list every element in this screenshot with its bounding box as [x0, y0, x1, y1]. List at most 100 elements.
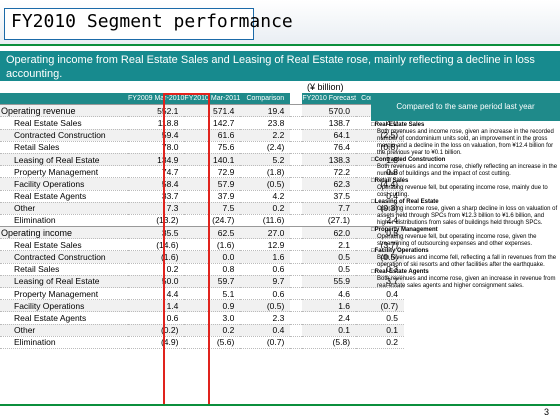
table-row: Other (0.2) 0.2 0.4 0.1 0.1	[0, 324, 405, 337]
note-section: □Contracted Construction Both revenues an…	[371, 157, 558, 178]
value-cell: 35.5	[128, 226, 185, 240]
value-cell: 3.0	[184, 311, 241, 325]
value-cell: (14.6)	[128, 238, 185, 252]
gap-cell	[290, 165, 303, 179]
row-label: Operating revenue	[0, 104, 128, 118]
gap-cell	[290, 287, 303, 301]
value-cell: 0.5	[356, 311, 405, 325]
value-cell: 1.6	[240, 250, 291, 264]
value-cell: 0.5	[302, 263, 357, 276]
value-cell: (5.8)	[302, 336, 357, 349]
note-heading: □Retail Sales	[371, 178, 409, 184]
value-cell: 0.2	[184, 324, 241, 337]
row-label: Leasing of Real Estate	[0, 153, 128, 167]
gap-cell	[290, 214, 303, 228]
col-fy2010: FY2010 Mar-2011	[184, 93, 241, 105]
value-cell: (0.3)	[356, 202, 405, 215]
gap-cell	[290, 177, 303, 191]
value-cell: 138.3	[302, 153, 357, 167]
value-cell: 0.4	[240, 324, 291, 337]
note-text: Operating income rose, given a sharp dec…	[377, 206, 558, 226]
gap-cell	[290, 263, 303, 276]
table-row: Facility Operations 58.4 57.9 (0.5) 62.3 (4.4…	[0, 177, 405, 191]
value-cell: 7.3	[128, 202, 185, 215]
value-cell: 1.6	[302, 299, 357, 313]
value-cell: 0.9	[184, 299, 241, 313]
gap-cell	[290, 336, 303, 349]
row-label: Leasing of Real Estate	[0, 275, 128, 289]
value-cell: (11.6)	[240, 214, 291, 228]
header-blank	[0, 93, 128, 105]
value-cell: 0.2	[240, 202, 291, 215]
value-cell: 571.4	[184, 104, 241, 118]
row-label: Operating income	[0, 226, 128, 240]
note-section: □Real Estate Sales Both revenues and inco…	[371, 122, 558, 157]
value-cell: 0.5	[302, 250, 357, 264]
value-cell: 118.8	[128, 116, 185, 130]
value-cell: (0.2)	[128, 324, 185, 337]
value-cell: (1.6)	[184, 238, 241, 252]
note-text: Both revenues and income rose, chiefly r…	[377, 164, 558, 177]
value-cell: 74.7	[128, 165, 185, 179]
footer-line	[0, 404, 560, 406]
table-row: Operating income 35.5 62.5 27.0 62.0 0.5	[0, 226, 405, 240]
table-header-row: FY2009 Mar-2010 FY2010 Mar-2011 Comparis…	[0, 93, 405, 105]
value-cell: (0.5)	[356, 250, 405, 264]
value-cell: 0.1	[302, 324, 357, 337]
value-cell: 62.5	[184, 226, 241, 240]
value-cell: 0.0	[184, 250, 241, 264]
value-cell: 3.7	[356, 275, 405, 289]
note-text: Operating revenue fell, but operating in…	[377, 185, 548, 198]
gap-cell	[290, 116, 303, 130]
value-cell: (0.8)	[356, 141, 405, 154]
row-label: Contracted Construction	[0, 250, 128, 264]
row-label: Real Estate Sales	[0, 238, 128, 252]
row-label: Real Estate Agents	[0, 190, 128, 203]
value-cell: 27.0	[240, 226, 291, 240]
value-cell: 2.2	[240, 129, 291, 142]
row-label: Real Estate Sales	[0, 116, 128, 130]
note-heading: □Real Estate Sales	[371, 122, 425, 128]
row-label: Property Management	[0, 165, 128, 179]
value-cell: (3.7)	[356, 238, 405, 252]
value-cell: 37.9	[184, 190, 241, 203]
table-row: Retail Sales 0.2 0.8 0.6 0.5 0.3	[0, 263, 405, 276]
value-cell: 57.9	[184, 177, 241, 191]
value-cell: 552.1	[128, 104, 185, 118]
value-cell: 138.7	[302, 116, 357, 130]
table-row: Contracted Construction (1.6) 0.0 1.6 0.5 (0.…	[0, 250, 405, 264]
gap-cell	[290, 250, 303, 264]
value-cell: 9.7	[240, 275, 291, 289]
table-row: Contracted Construction 59.4 61.6 2.2 64.1 (2…	[0, 129, 405, 142]
note-heading: □Contracted Construction	[371, 157, 446, 163]
unit-label: (¥ billion)	[307, 82, 344, 92]
note-heading: □Real Estate Agents	[371, 269, 429, 275]
table-row: Property Management 74.7 72.9 (1.8) 72.2 0.8	[0, 165, 405, 179]
note-text: Both revenues and income rose, given an …	[377, 129, 554, 156]
value-cell: 59.4	[128, 129, 185, 142]
gap-cell	[290, 202, 303, 215]
value-cell: 0.8	[356, 165, 405, 179]
value-cell: (24.7)	[184, 214, 241, 228]
value-cell: 19.4	[240, 104, 291, 118]
value-cell: 5.2	[240, 153, 291, 167]
value-cell: 64.1	[302, 129, 357, 142]
value-cell: 62.0	[302, 226, 357, 240]
value-cell: 7.7	[302, 202, 357, 215]
value-cell: 140.1	[184, 153, 241, 167]
value-cell: 0.2	[128, 263, 185, 276]
value-cell: 0.6	[240, 287, 291, 301]
value-cell: (0.7)	[240, 336, 291, 349]
value-cell: 2.4	[302, 311, 357, 325]
row-label: Elimination	[0, 214, 128, 228]
gap-cell	[290, 190, 303, 203]
note-section: □Facility Operations Both revenues and in…	[371, 248, 558, 269]
table-row: Elimination (4.9) (5.6) (0.7) (5.8) 0.2	[0, 336, 405, 349]
gap-cell	[290, 324, 303, 337]
row-label: Retail Sales	[0, 263, 128, 276]
value-cell: 5.1	[184, 287, 241, 301]
summary-banner: Operating income from Real Estate Sales …	[0, 51, 560, 81]
value-cell: (2.4)	[240, 141, 291, 154]
comparison-notes: □Real Estate Sales Both revenues and inco…	[371, 122, 558, 290]
note-text: Both revenues and income fell, reflectin…	[377, 255, 557, 268]
